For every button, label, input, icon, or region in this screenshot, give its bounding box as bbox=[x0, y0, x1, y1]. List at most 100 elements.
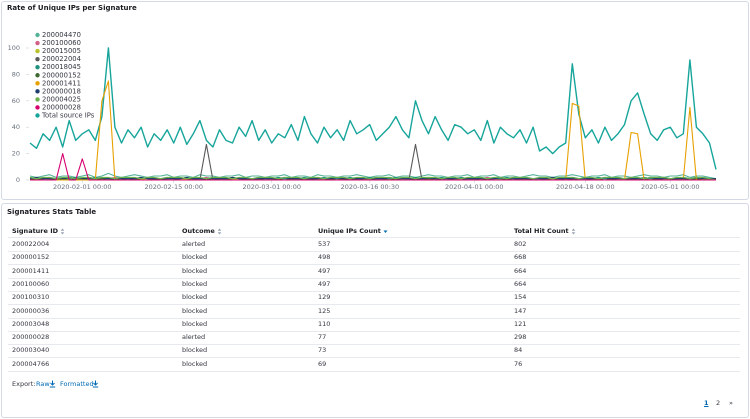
row-separator bbox=[8, 251, 740, 252]
table-cell: blocked bbox=[182, 293, 208, 302]
table-cell: 121 bbox=[514, 319, 527, 328]
legend-swatch bbox=[35, 105, 40, 110]
legend-swatch bbox=[35, 89, 40, 94]
download-icon bbox=[49, 380, 56, 388]
x-tick-label: 2020-03-16 00:30 bbox=[341, 183, 400, 191]
chart-title: Rate of Unique IPs per Signature bbox=[7, 4, 137, 12]
row-separator bbox=[8, 264, 740, 266]
series-line bbox=[29, 47, 717, 170]
legend-label: 200000028 bbox=[42, 103, 81, 111]
legend-label: 200015005 bbox=[42, 47, 81, 55]
table-cell: blocked bbox=[182, 253, 208, 262]
legend-swatch bbox=[35, 113, 40, 118]
table-cell: 147 bbox=[514, 306, 527, 315]
legend-label: 200018045 bbox=[42, 63, 81, 71]
table-cell: blocked bbox=[182, 279, 208, 288]
table-cell: 498 bbox=[318, 253, 331, 262]
series-line bbox=[29, 176, 717, 181]
table-cell: 200004766 bbox=[12, 359, 50, 368]
table-cell: blocked bbox=[182, 306, 208, 315]
table-title: Signatures Stats Table bbox=[7, 208, 97, 216]
table-cell: blocked bbox=[182, 266, 208, 275]
table-cell: 668 bbox=[514, 253, 527, 262]
sort-icon bbox=[383, 230, 388, 233]
column-header[interactable]: Total Hit Count bbox=[514, 227, 576, 235]
table-cell: 497 bbox=[318, 266, 331, 275]
table-cell: 125 bbox=[318, 306, 331, 315]
table-cell: 664 bbox=[514, 266, 527, 275]
legend-label: 200000018 bbox=[42, 87, 81, 95]
y-tick-label: 20 bbox=[12, 150, 20, 158]
table-cell: blocked bbox=[182, 346, 208, 355]
table-cell: alerted bbox=[182, 240, 206, 248]
legend-label: 200022004 bbox=[42, 55, 81, 63]
download-icon bbox=[92, 380, 99, 388]
row-separator bbox=[8, 277, 740, 279]
table-cell: 200100310 bbox=[12, 293, 50, 302]
table-cell: 298 bbox=[514, 333, 527, 342]
legend-swatch bbox=[35, 97, 40, 102]
row-separator bbox=[8, 357, 740, 359]
table-cell: 200001411 bbox=[12, 266, 50, 275]
legend-label: 200000152 bbox=[42, 71, 81, 79]
x-tick-label: 2020-03-01 00:00 bbox=[242, 183, 301, 191]
x-tick-label: 2020-04-01 00:00 bbox=[445, 183, 504, 191]
table-cell: 200000152 bbox=[12, 253, 50, 262]
sort-icon bbox=[60, 228, 65, 234]
page-link[interactable]: 2 bbox=[716, 399, 721, 407]
table-cell: 200022004 bbox=[12, 240, 50, 248]
table-cell: 77 bbox=[318, 333, 327, 342]
column-header[interactable]: Unique IPs Count bbox=[318, 227, 388, 235]
x-tick-label: 2020-04-18 00:00 bbox=[556, 183, 615, 191]
table-cell: alerted bbox=[182, 333, 206, 342]
legend-label: 200004025 bbox=[42, 95, 81, 103]
table-cell: 110 bbox=[318, 319, 331, 328]
row-separator bbox=[8, 317, 740, 319]
table-cell: 200100060 bbox=[12, 279, 50, 288]
x-tick-label: 2020-02-01 00:00 bbox=[53, 183, 112, 191]
legend-label: 200001411 bbox=[42, 79, 81, 87]
series-line bbox=[29, 172, 717, 180]
legend-swatch bbox=[35, 48, 40, 54]
row-separator bbox=[8, 330, 740, 332]
chart: Rate of Unique IPs per Signature 0 20 40 60… bbox=[7, 4, 717, 191]
legend-label: 200004470 bbox=[42, 31, 81, 39]
table-cell: 200000028 bbox=[12, 333, 50, 342]
series-line bbox=[30, 80, 716, 181]
table-cell: blocked bbox=[182, 319, 208, 328]
column-header[interactable]: Signature ID bbox=[12, 227, 65, 235]
page-link[interactable]: 1 bbox=[704, 399, 709, 407]
legend-swatch bbox=[35, 56, 40, 62]
y-tick-label: 100 bbox=[8, 44, 20, 52]
table-cell: 537 bbox=[318, 240, 331, 248]
table-cell: 664 bbox=[514, 279, 527, 288]
export-formatted[interactable]: Formatted bbox=[60, 380, 94, 388]
table-cell: 76 bbox=[514, 359, 523, 368]
series-line bbox=[30, 153, 716, 181]
table-cell: 802 bbox=[514, 240, 527, 248]
y-tick-label: 60 bbox=[12, 97, 20, 105]
column-header[interactable]: Outcome bbox=[182, 227, 222, 235]
export-label: Export: bbox=[12, 380, 36, 388]
x-tick-label: 2020-02-15 00:00 bbox=[144, 183, 203, 191]
sort-icon bbox=[571, 228, 575, 234]
y-tick-label: 80 bbox=[12, 70, 20, 78]
export-raw[interactable]: Raw bbox=[36, 380, 50, 388]
header-separator bbox=[8, 237, 740, 238]
row-separator bbox=[8, 370, 740, 372]
table-panel bbox=[1, 203, 749, 418]
x-tick-label: 2020-05-01 00:00 bbox=[641, 183, 700, 191]
legend-swatch bbox=[35, 73, 40, 78]
legend-label: Total source IPs bbox=[41, 112, 95, 120]
table-cell: 129 bbox=[318, 293, 331, 302]
row-separator bbox=[8, 344, 740, 346]
y-tick-label: 40 bbox=[12, 123, 20, 131]
y-tick-label: 0 bbox=[16, 176, 20, 184]
page-next[interactable]: » bbox=[729, 399, 733, 407]
sort-icon bbox=[217, 228, 222, 234]
legend-swatch bbox=[35, 32, 40, 38]
row-separator bbox=[8, 290, 740, 292]
table-cell: 200003040 bbox=[12, 346, 50, 355]
legend-label: 200100060 bbox=[42, 39, 81, 47]
